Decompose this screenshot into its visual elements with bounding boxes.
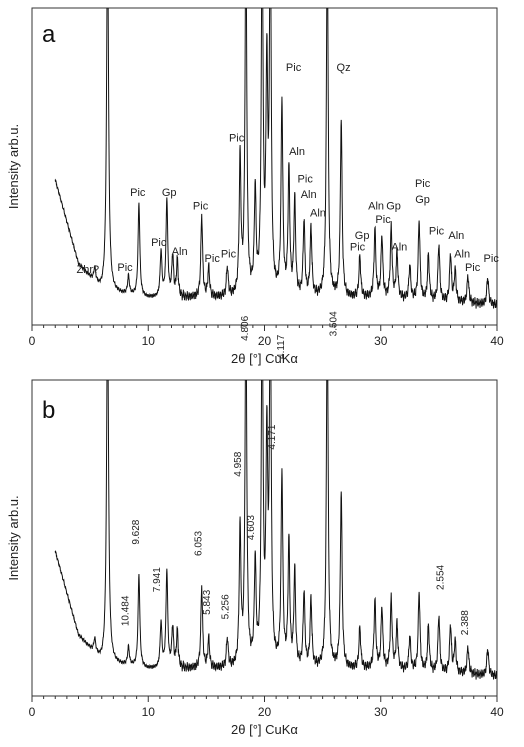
x-tick-label: 10 [142,334,156,348]
phase-label: Aln [448,230,464,242]
phase-label: Pic [350,241,366,253]
phase-label: Pic [415,178,431,190]
y-axis-title: Intensity arb.u. [6,124,21,209]
phase-label: Gp [415,194,430,206]
phase-label: Pic [429,226,445,238]
y-axis-title: Intensity arb.u. [6,495,21,580]
phase-label: Pic [221,248,237,260]
x-tick-label: 20 [258,334,272,348]
phase-label: Pic [465,262,481,274]
d-spacing-label: 2.388 [460,610,471,635]
d-spacing-label: 3.504 [329,311,340,336]
d-spacing-label: 4.958 [233,451,244,476]
phase-label: Aln [172,246,188,258]
x-tick-label: 40 [490,334,504,348]
d-spacing-label: 4.603 [246,515,257,540]
d-spacing-label: 2.554 [436,564,447,589]
phase-label: Qz [337,62,351,74]
phase-label: Aln [301,189,317,201]
x-tick-label: 30 [374,705,388,719]
phase-label: Gp [355,230,370,242]
phase-label: Pic [286,62,302,74]
phase-label: Pic [375,214,391,226]
d-spacing-label: 9.628 [131,519,142,544]
x-axis-title: 2θ [°] CuKα [231,351,298,366]
panel-a: 0 10 20 30 40 2θ [°] CuKα Intensity arb.u. a Aln… [6,7,504,366]
d-spacing-label: 5.843 [202,589,213,614]
d-spacing-label: 10.484 [120,595,131,626]
phase-label: Aln [368,201,384,213]
phase-label: Pic [193,201,209,213]
panel-letter: b [42,397,55,424]
x-tick-label: 20 [258,705,272,719]
phase-label: Pic [151,237,167,249]
x-tick-label: 0 [29,705,36,719]
d-spacing-label: 7.941 [152,567,163,592]
x-tick-label: 40 [490,705,504,719]
d-spacing-label: 4.117 [276,334,287,359]
d-spacing-label: 4.171 [267,424,278,449]
phase-label: Pic [484,253,500,265]
x-axis-title: 2θ [°] CuKα [231,722,298,737]
phase-label: Aln [391,241,407,253]
phase-label: Aln [454,248,470,260]
diffraction-pattern-line [54,380,497,680]
diffraction-pattern-line [54,8,497,309]
phase-label: Pic [117,262,133,274]
phase-label: Zhr? [76,264,99,276]
panel-letter: a [42,21,56,48]
d-spacing-label: 4.806 [240,315,251,340]
panel-b: 0 10 20 30 40 2θ [°] CuKα Intensity arb.u. b 10.… [6,311,504,737]
x-tick-label: 30 [374,334,388,348]
phase-label: Aln [289,146,305,158]
phase-label: Aln [310,207,326,219]
phase-label: Gp [162,187,177,199]
phase-label: Pic [229,132,245,144]
phase-label: Pic [298,173,314,185]
x-tick-label: 0 [29,334,36,348]
phase-label: Gp [386,201,401,213]
d-spacing-label: 6.053 [194,531,205,556]
x-tick-label: 10 [142,705,156,719]
d-spacing-label: 5.256 [220,594,231,619]
phase-label: Pic [205,253,221,265]
phase-label: Pic [130,187,146,199]
